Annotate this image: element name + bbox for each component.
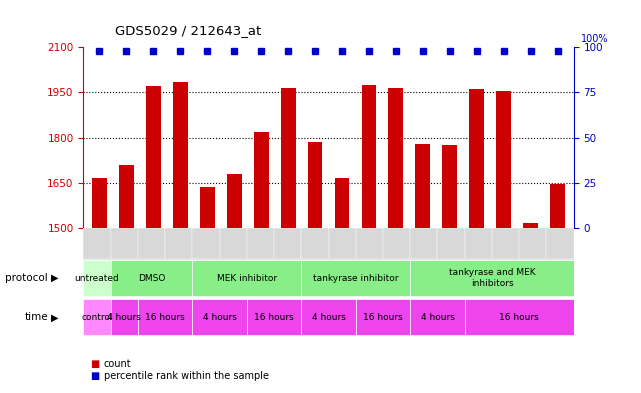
Bar: [465, 228, 492, 259]
Text: 4 hours: 4 hours: [420, 313, 454, 322]
Bar: [362, 85, 376, 228]
Bar: [200, 187, 215, 228]
Bar: [219, 228, 247, 259]
Bar: [308, 142, 322, 228]
Bar: [492, 228, 519, 259]
Bar: [329, 228, 356, 259]
Text: 4 hours: 4 hours: [107, 313, 141, 322]
Bar: [165, 228, 192, 259]
Bar: [335, 178, 349, 228]
Bar: [550, 184, 565, 228]
Bar: [383, 228, 410, 259]
Bar: [465, 299, 574, 335]
Text: protocol: protocol: [5, 273, 48, 283]
Bar: [192, 260, 301, 296]
Bar: [192, 299, 247, 335]
Text: control: control: [81, 313, 113, 322]
Text: count: count: [104, 358, 131, 369]
Bar: [247, 299, 301, 335]
Bar: [254, 132, 269, 228]
Bar: [301, 299, 356, 335]
Bar: [111, 260, 192, 296]
Bar: [119, 165, 134, 228]
Text: ▶: ▶: [51, 312, 59, 322]
Bar: [415, 143, 430, 228]
Text: tankyrase inhibitor: tankyrase inhibitor: [313, 274, 399, 283]
Bar: [519, 228, 546, 259]
Text: ▶: ▶: [51, 273, 59, 283]
Text: 4 hours: 4 hours: [312, 313, 345, 322]
Bar: [227, 174, 242, 228]
Bar: [442, 145, 457, 228]
Text: DMSO: DMSO: [138, 274, 165, 283]
Bar: [138, 299, 192, 335]
Bar: [496, 91, 511, 228]
Bar: [410, 228, 437, 259]
Bar: [192, 228, 219, 259]
Bar: [410, 260, 574, 296]
Text: 16 hours: 16 hours: [254, 313, 294, 322]
Bar: [138, 228, 165, 259]
Bar: [410, 299, 465, 335]
Text: GDS5029 / 212643_at: GDS5029 / 212643_at: [115, 24, 262, 37]
Bar: [146, 86, 161, 228]
Bar: [301, 260, 410, 296]
Bar: [111, 228, 138, 259]
Bar: [247, 228, 274, 259]
Text: 4 hours: 4 hours: [203, 313, 237, 322]
Text: 100%: 100%: [581, 34, 608, 44]
Text: time: time: [24, 312, 48, 322]
Bar: [523, 223, 538, 228]
Text: 16 hours: 16 hours: [363, 313, 403, 322]
Bar: [301, 228, 329, 259]
Text: tankyrase and MEK
inhibitors: tankyrase and MEK inhibitors: [449, 268, 535, 288]
Bar: [356, 299, 410, 335]
Text: MEK inhibitor: MEK inhibitor: [217, 274, 277, 283]
Bar: [83, 260, 111, 296]
Bar: [274, 228, 301, 259]
Bar: [281, 88, 296, 228]
Text: ■: ■: [90, 358, 99, 369]
Text: percentile rank within the sample: percentile rank within the sample: [104, 371, 269, 382]
Bar: [83, 299, 111, 335]
Bar: [388, 88, 403, 228]
Bar: [111, 299, 138, 335]
Text: 16 hours: 16 hours: [145, 313, 185, 322]
Text: untreated: untreated: [74, 274, 119, 283]
Text: 16 hours: 16 hours: [499, 313, 539, 322]
Bar: [92, 178, 107, 228]
Text: ■: ■: [90, 371, 99, 382]
Bar: [83, 228, 111, 259]
Bar: [437, 228, 465, 259]
Bar: [356, 228, 383, 259]
Bar: [547, 228, 574, 259]
Bar: [469, 89, 484, 228]
Bar: [173, 82, 188, 228]
